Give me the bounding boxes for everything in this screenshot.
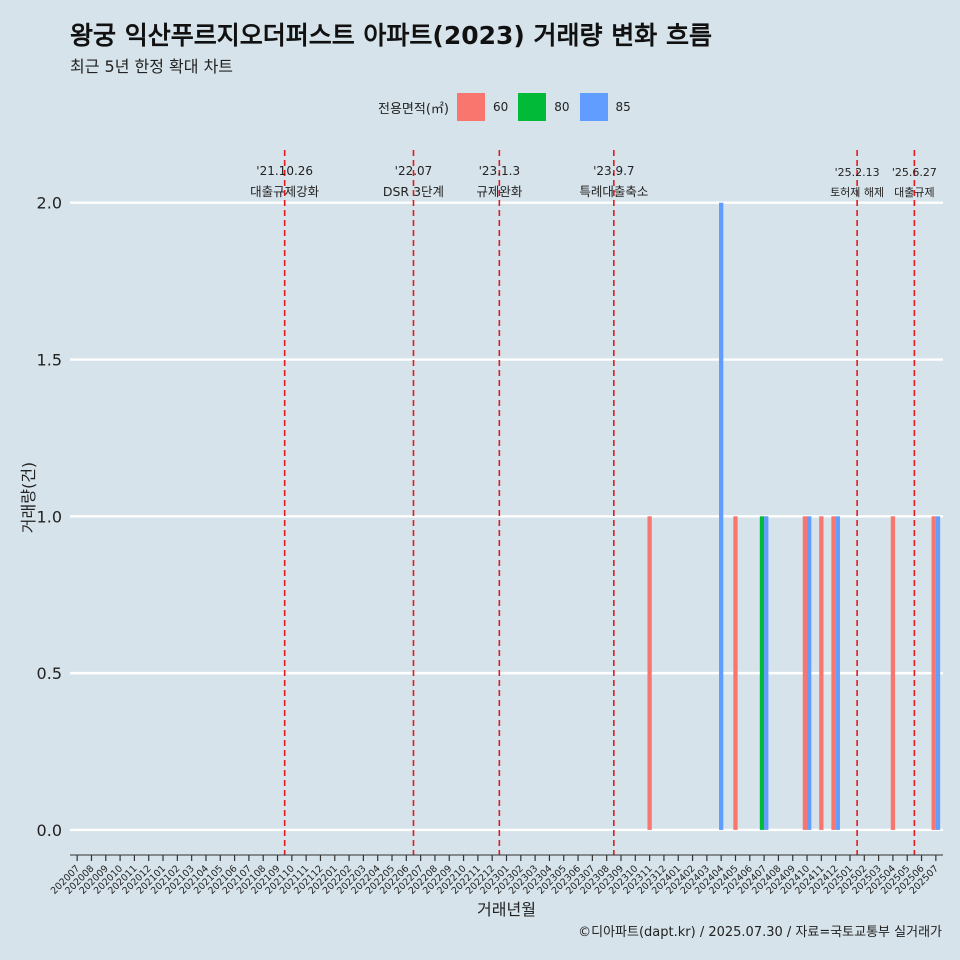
bar-85-202407 [764, 516, 769, 830]
bar-85-202410 [807, 516, 812, 830]
chart-subtitle: 최근 5년 한정 확대 차트 [70, 57, 234, 76]
event-date-label: '25.2.13 [835, 166, 880, 179]
y-tick-label: 0.0 [37, 821, 62, 840]
event-name-label: 규제완화 [476, 184, 523, 199]
legend-label-85: 85 [615, 100, 631, 114]
legend-label-60: 60 [492, 100, 509, 114]
legend: 전용면적(㎡) 60 80 85 [378, 92, 641, 122]
legend-item-60: 60 [456, 93, 509, 121]
y-tick-label: 1.0 [37, 507, 62, 526]
y-tick-label: 2.0 [37, 194, 62, 213]
legend-swatch-80 [518, 93, 547, 121]
legend-item-85: 85 [579, 93, 631, 121]
bar-60-202504 [890, 516, 896, 830]
event-name-label: 토허제 해제 [830, 185, 884, 199]
x-axis-title: 거래년월 [477, 900, 536, 919]
bar-85-202412 [835, 516, 840, 830]
source-caption: ©디아파트(dapt.kr) / 2025.07.30 / 자료=국토교통부 실… [578, 925, 942, 940]
bar-85-202404 [719, 202, 724, 830]
event-date-label: '25.6.27 [892, 166, 937, 179]
event-date-label: '23.9.7 [593, 164, 634, 178]
y-axis-title: 거래량(건) [19, 462, 38, 533]
legend-item-80: 80 [518, 93, 570, 121]
bar-60-202311 [647, 516, 652, 830]
y-tick-label: 0.5 [37, 664, 62, 683]
bar-85-202507 [935, 516, 941, 830]
event-date-label: '22.07 [395, 164, 433, 178]
legend-swatch-60 [456, 93, 485, 121]
event-date-label: '23.1.3 [479, 164, 520, 178]
bar-80-202407 [759, 516, 765, 830]
event-name-label: 특례대출축소 [579, 184, 648, 199]
bar-60-202412 [831, 516, 836, 830]
event-name-label: DSR 3단계 [383, 184, 444, 199]
event-name-label: 대출규제 [894, 186, 934, 199]
event-name-label: 대출규제강화 [250, 184, 320, 199]
bar-60-202410 [802, 516, 808, 830]
bar-60-202411 [819, 516, 824, 830]
y-tick-label: 1.5 [37, 351, 62, 370]
legend-label-80: 80 [554, 100, 570, 114]
legend-title: 전용면적(㎡) [378, 101, 449, 117]
chart-title: 왕궁 익산푸르지오더퍼스트 아파트(2023) 거래량 변화 흐름 [70, 21, 712, 50]
bar-60-202507 [931, 516, 936, 830]
legend-swatch-85 [579, 93, 608, 121]
event-date-label: '21.10.26 [256, 164, 313, 178]
bar-60-202405 [733, 516, 738, 830]
